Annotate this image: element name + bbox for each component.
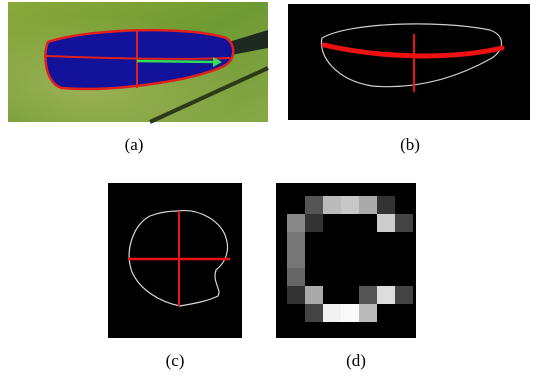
pixel <box>305 214 323 232</box>
panel-background <box>108 183 242 338</box>
pixel <box>287 286 305 304</box>
panel-label: (d) <box>346 351 366 370</box>
panel-a <box>8 2 268 122</box>
pixel <box>359 286 377 304</box>
pixel <box>395 214 413 232</box>
direction-arrow <box>137 61 216 62</box>
pixel <box>287 232 305 250</box>
pixel <box>377 286 395 304</box>
pixel <box>287 268 305 286</box>
pixel <box>323 196 341 214</box>
panel-b <box>288 4 530 120</box>
panel-d <box>276 183 416 338</box>
pixel <box>287 214 305 232</box>
panel-label: (c) <box>166 351 185 370</box>
pixel <box>377 214 395 232</box>
pixel <box>305 286 323 304</box>
pixel <box>359 304 377 322</box>
pixel <box>341 196 359 214</box>
pixel <box>341 304 359 322</box>
pixel <box>395 286 413 304</box>
pixel <box>287 250 305 268</box>
pixel <box>323 304 341 322</box>
pixel <box>305 196 323 214</box>
pixel <box>305 304 323 322</box>
panel-label: (b) <box>400 135 420 154</box>
panel-label: (a) <box>125 135 144 154</box>
panel-c <box>108 183 242 338</box>
pixel <box>359 196 377 214</box>
panel-background <box>288 4 530 120</box>
figure: (a) (b) (c) <box>0 0 544 376</box>
pixel <box>377 196 395 214</box>
